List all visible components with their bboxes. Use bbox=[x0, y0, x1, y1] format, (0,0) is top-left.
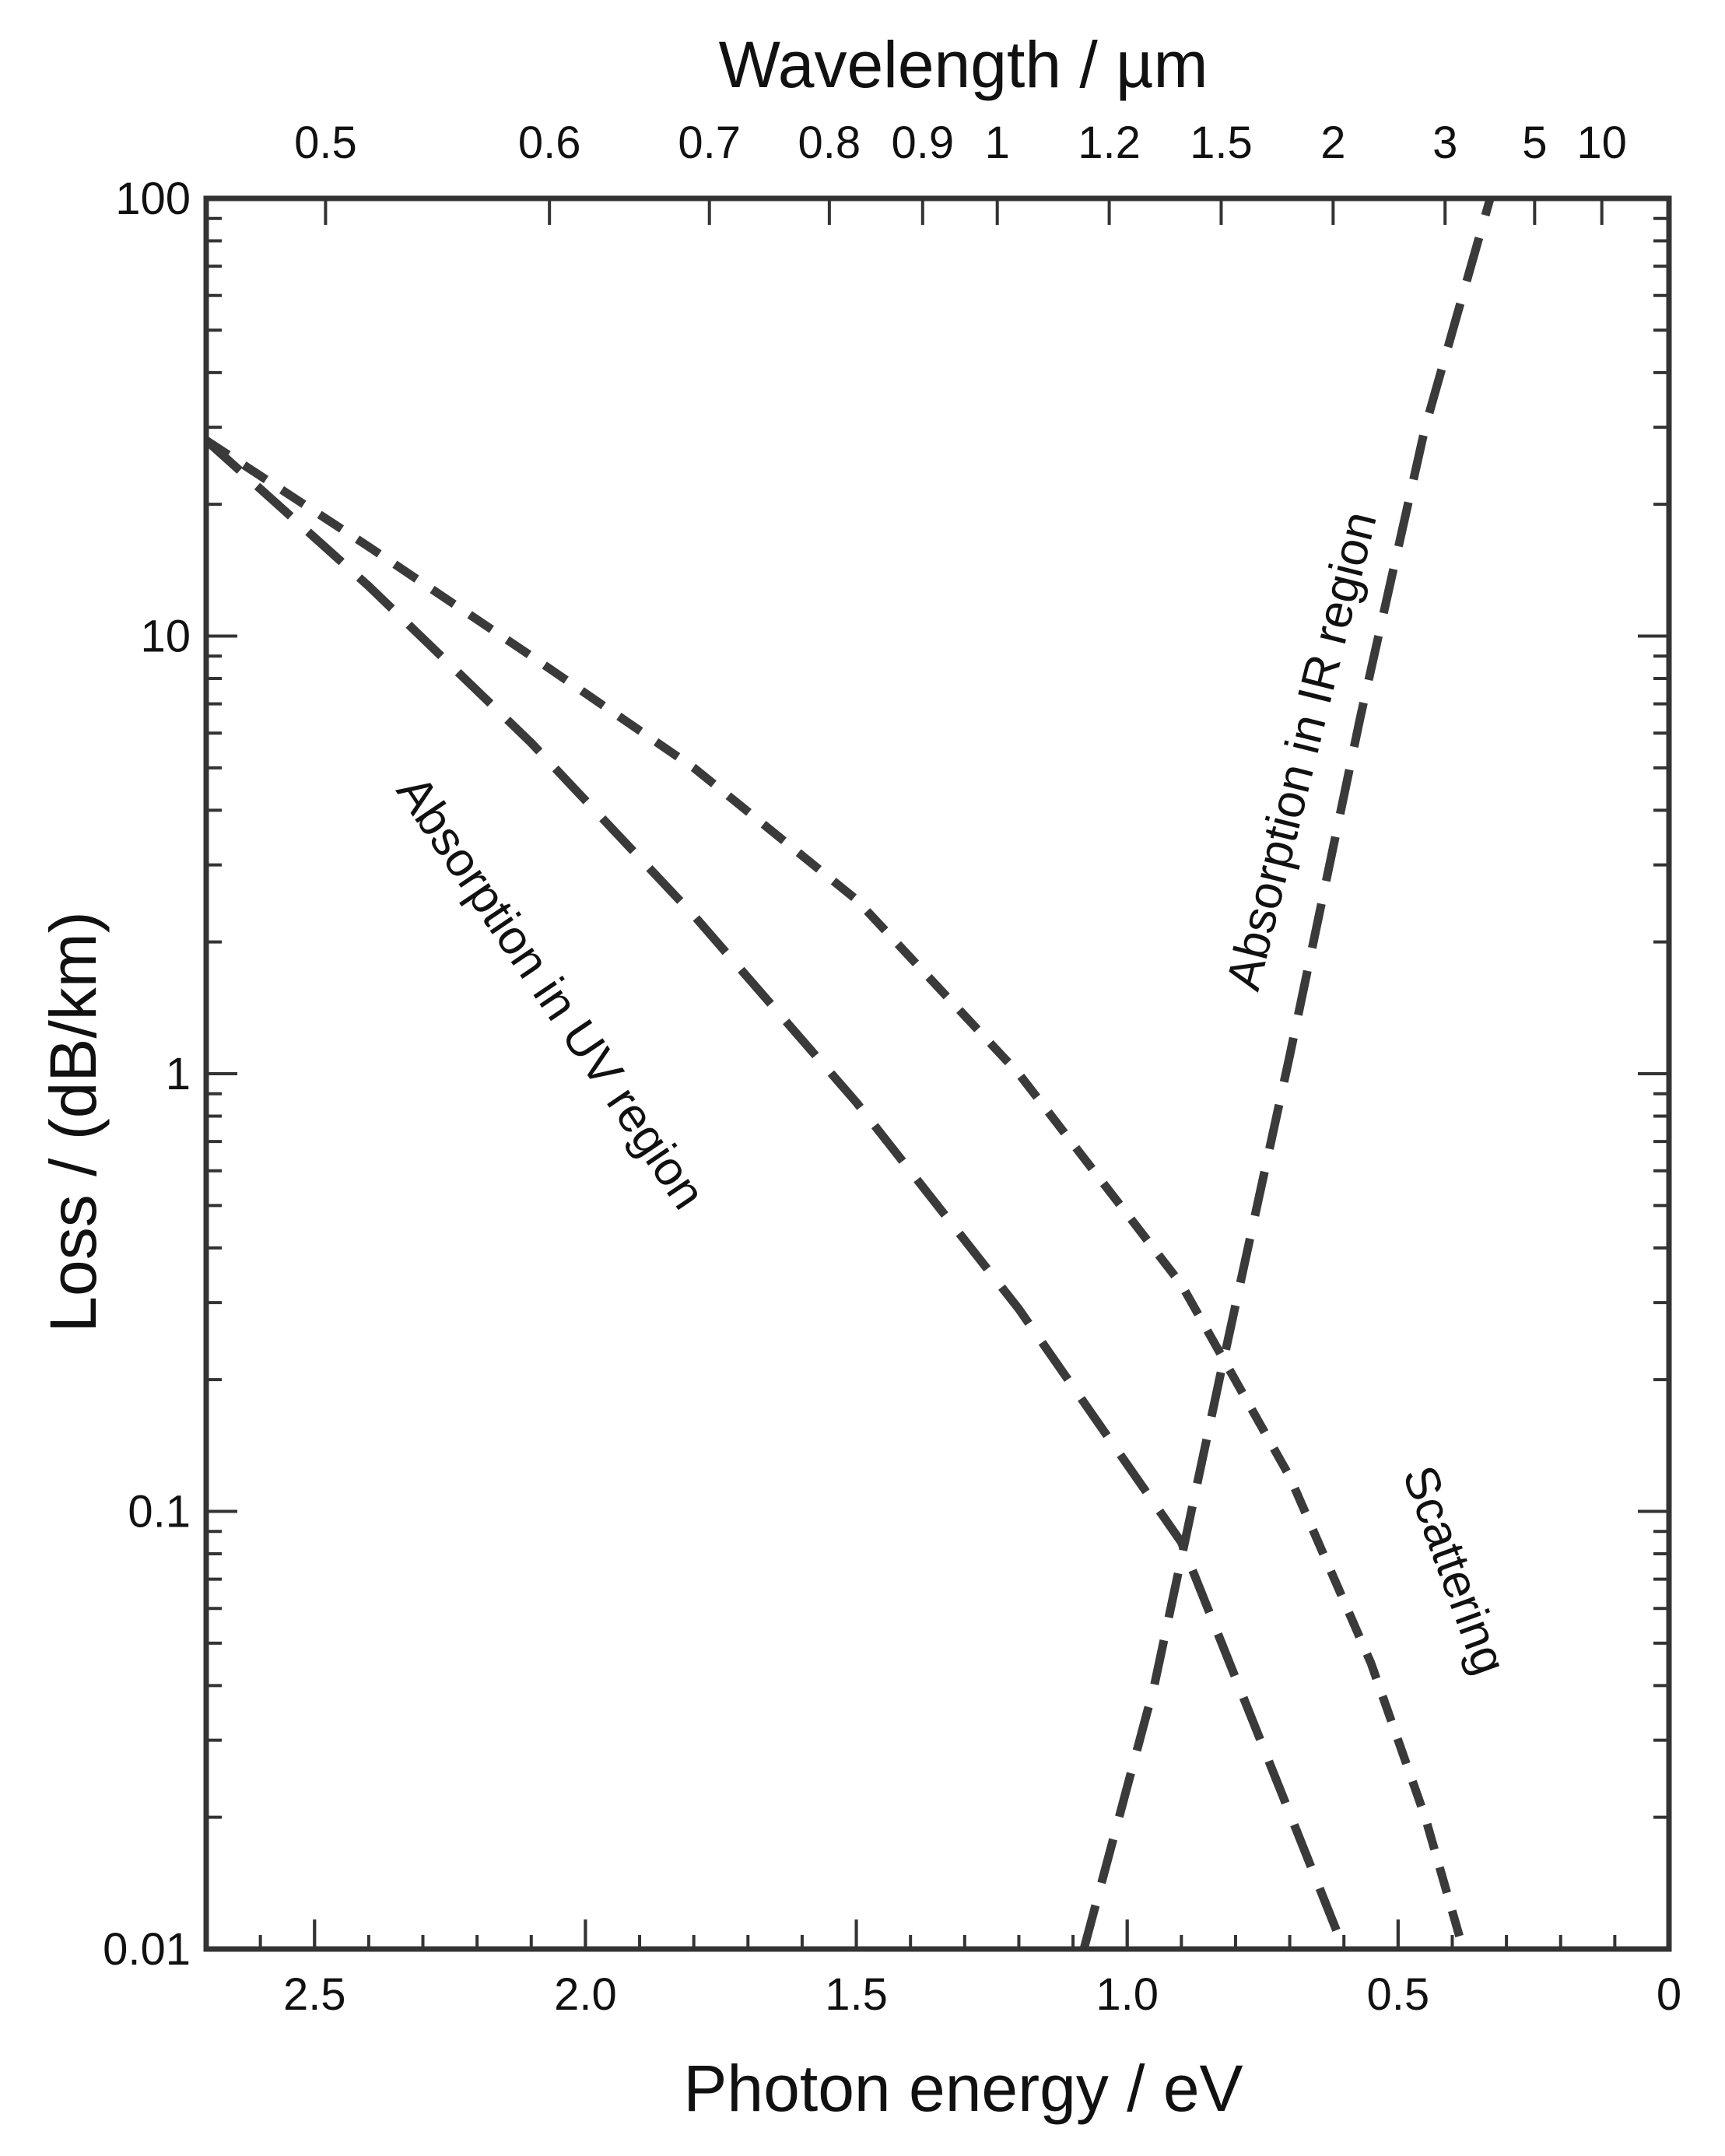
series-line-2 bbox=[1079, 197, 1495, 1951]
y-tick-label: 1 bbox=[166, 1049, 191, 1099]
label-ir-absorption: Absorption in IR region bbox=[1216, 507, 1387, 996]
plot-frame bbox=[203, 195, 1672, 1952]
x-tick-label: 1.0 bbox=[1096, 1969, 1159, 2020]
label-scattering: Scattering bbox=[1392, 1459, 1516, 1681]
x2-tick-label: 1.2 bbox=[1078, 117, 1141, 168]
x2-tick-label: 0.7 bbox=[678, 117, 741, 168]
x2-tick-label: 1.5 bbox=[1190, 117, 1253, 168]
x2-axis-title: Wavelength / µm bbox=[719, 28, 1208, 101]
x2-tick-label: 2 bbox=[1320, 117, 1345, 168]
x2-tick-label: 10 bbox=[1576, 117, 1627, 168]
x-tick-label: 0.5 bbox=[1367, 1969, 1430, 2020]
series-line-0 bbox=[203, 436, 1348, 1951]
x2-tick-label: 0.9 bbox=[891, 117, 954, 168]
x2-tick-label: 1 bbox=[985, 117, 1010, 168]
data-curves bbox=[203, 197, 1495, 1951]
x-tick-label: 2.5 bbox=[283, 1969, 346, 2020]
x2-tick-label: 0.5 bbox=[294, 117, 357, 168]
y-tick-label: 10 bbox=[140, 612, 191, 662]
label-uv-absorption: Absorption in UV region bbox=[386, 766, 715, 1218]
y-tick-label: 0.1 bbox=[128, 1487, 191, 1537]
x2-tick-label: 0.6 bbox=[518, 117, 581, 168]
x2-tick-label: 3 bbox=[1432, 117, 1457, 168]
x-axis-title: Photon energy / eV bbox=[683, 2052, 1243, 2125]
y-axis-title: Loss / (dB/km) bbox=[37, 911, 110, 1332]
x2-tick-label: 5 bbox=[1522, 117, 1547, 168]
x2-tick-label: 0.8 bbox=[798, 117, 861, 168]
tick-marks bbox=[206, 197, 1671, 1951]
x-tick-label: 1.5 bbox=[825, 1969, 888, 2020]
y-tick-label: 100 bbox=[115, 174, 191, 224]
tick-labels: 2.5 2.0 1.5 1.0 0.5 0 0.5 0.6 0.7 0.8 0.9 1 1.2 1.5 2 3… bbox=[103, 117, 1681, 2020]
x-tick-label: 2.0 bbox=[554, 1969, 617, 2020]
series-line-1 bbox=[203, 436, 1467, 1951]
y-tick-label: 0.01 bbox=[103, 1924, 191, 1975]
x-tick-label: 0 bbox=[1657, 1969, 1681, 2020]
